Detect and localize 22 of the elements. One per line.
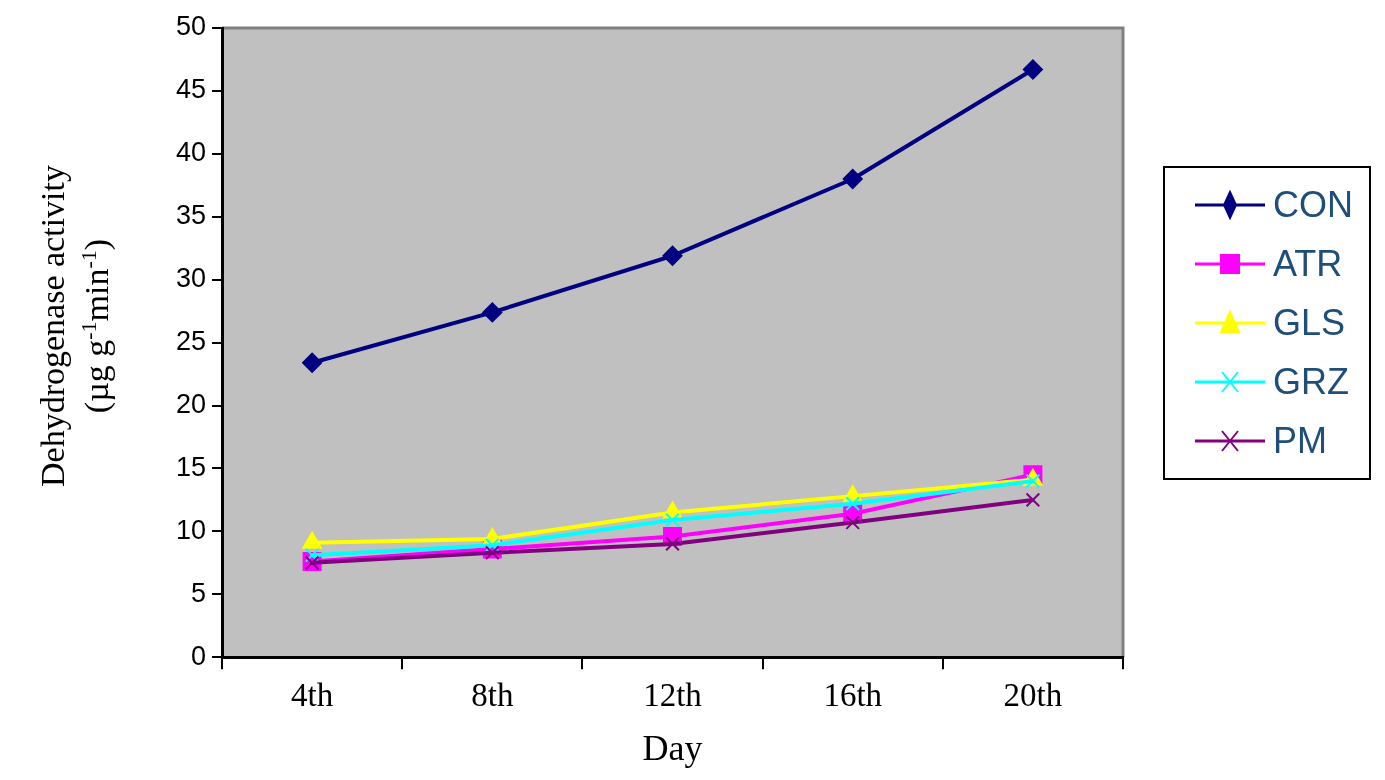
y-tick-label: 45 — [175, 74, 207, 105]
y-tick-label: 40 — [175, 137, 207, 168]
x-axis-title: Day — [642, 727, 703, 768]
y-tick-label: 35 — [175, 200, 207, 231]
y-tick-label: 30 — [175, 263, 207, 294]
legend-label: GLS — [1273, 301, 1346, 344]
legend-label: PM — [1273, 419, 1327, 462]
legend-label: GRZ — [1273, 360, 1349, 403]
y-tick-label: 10 — [175, 514, 207, 545]
legend-label: ATR — [1273, 243, 1343, 286]
y-tick-label: 20 — [175, 388, 207, 419]
x-tick-label: 12th — [643, 676, 703, 713]
x-tick-label: 16th — [823, 676, 883, 713]
y-tick-label: 5 — [191, 577, 207, 608]
y-tick-label: 0 — [191, 640, 207, 671]
x-tick-label: 8th — [471, 676, 514, 713]
y-tick-label: 50 — [175, 11, 207, 42]
x-tick-label: 4th — [291, 676, 334, 713]
y-tick-label: 25 — [175, 326, 207, 357]
x-tick-label: 20th — [1003, 676, 1063, 713]
legend-label: CON — [1273, 184, 1353, 227]
y-tick-label: 15 — [175, 451, 207, 482]
